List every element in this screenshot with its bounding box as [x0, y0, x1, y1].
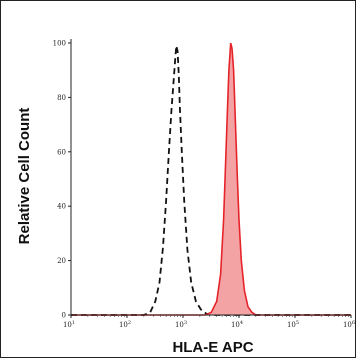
y-tick-label: 100	[53, 40, 66, 48]
series-1-fill	[71, 43, 351, 315]
x-tick-label: 106	[343, 320, 355, 329]
y-tick-label: 40	[57, 203, 66, 211]
x-axis-title: HLA-E APC	[172, 339, 253, 356]
x-tick-label: 103	[175, 320, 187, 329]
series-0-line	[71, 45, 351, 316]
y-tick-label: 20	[57, 257, 66, 265]
x-tick-label: 102	[119, 320, 131, 329]
x-tick-label: 101	[63, 320, 75, 329]
x-tick-label: 105	[287, 320, 299, 329]
y-tick-label: 60	[57, 148, 66, 156]
y-tick-label: 0	[62, 312, 66, 320]
series-1-line	[71, 42, 351, 316]
y-tick-label: 80	[57, 94, 66, 102]
x-tick-label: 104	[231, 320, 243, 329]
y-axis-title: Relative Cell Count	[16, 108, 33, 245]
